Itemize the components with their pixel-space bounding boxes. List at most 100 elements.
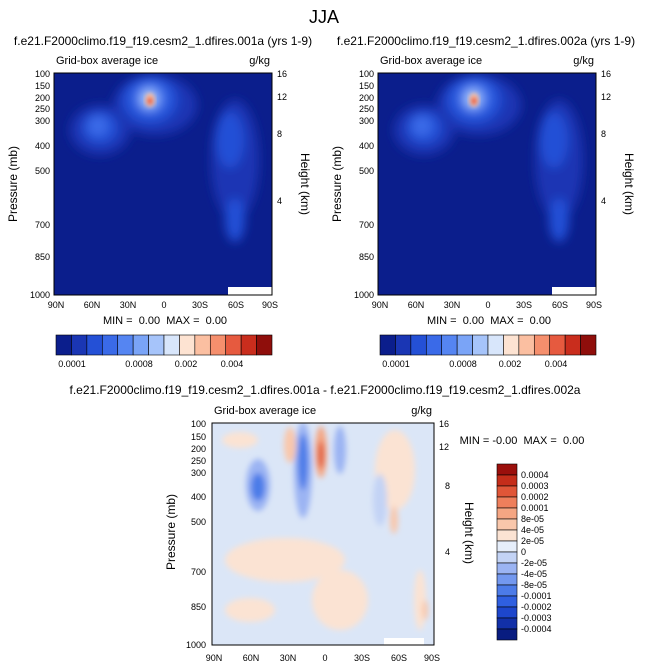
xtick-label: 0	[322, 653, 327, 663]
ytick-label: 700	[35, 220, 50, 230]
colorbar-tick-label: 0.004	[545, 359, 568, 369]
colorbar-swatch	[496, 518, 518, 531]
colorbar-swatch	[117, 334, 134, 356]
ytick-right-label: 12	[277, 92, 287, 102]
colorbar-swatches	[55, 334, 273, 356]
colorbar-swatch	[441, 334, 458, 356]
ytick-right-label: 12	[601, 92, 611, 102]
y-axis-right: 16 12 8 4 Height (km)	[277, 69, 312, 215]
ytick-label: 150	[35, 81, 50, 91]
ytick-label: 850	[359, 252, 374, 262]
panel-subtitle-left: Grid-box average ice	[380, 55, 482, 67]
ytick-right-label: 16	[277, 69, 287, 79]
colorbar-swatches	[496, 463, 518, 641]
xtick-label: 30S	[192, 300, 208, 310]
colorbar-swatch	[496, 573, 518, 586]
ytick-label: 1000	[30, 290, 50, 300]
y-axis-label: Pressure (mb)	[164, 494, 178, 570]
xtick-label: 60S	[391, 653, 407, 663]
y-axis-right: 16 12 8 4 Height (km)	[439, 419, 476, 564]
colorbar-swatch	[55, 334, 72, 356]
ytick-label: 300	[35, 116, 50, 126]
colorbar-tick-label: 0.002	[499, 359, 522, 369]
panel-title: f.e21.F2000climo.f19_f19.cesm2_1.dfires.…	[337, 34, 635, 48]
colorbar-swatch	[549, 334, 566, 356]
xtick-label: 90S	[424, 653, 440, 663]
colorbar-tick-label: -0.0003	[521, 613, 552, 623]
xtick-label: 30N	[280, 653, 297, 663]
colorbar-swatch	[240, 334, 257, 356]
colorbar-tick-label: 0.0002	[521, 492, 549, 502]
colorbar-swatch	[496, 474, 518, 487]
y-axis-right: 16 12 8 4 Height (km)	[601, 69, 636, 215]
colorbar-swatch	[71, 334, 88, 356]
ytick-right-label: 4	[277, 196, 282, 206]
y-axis-left: 100 150 200 250 300 400 500 700 850 1000…	[6, 69, 50, 300]
colorbar-swatch	[496, 507, 518, 520]
stats-readout: MIN = 0.00 MAX = 0.00	[103, 315, 227, 327]
colorbar-swatch	[425, 334, 443, 356]
panel-subtitle-left: Grid-box average ice	[214, 405, 316, 417]
ytick-label: 400	[191, 492, 206, 502]
colorbar: 0.00040.00030.00020.00018e-054e-052e-050…	[496, 463, 552, 641]
ytick-label: 1000	[354, 290, 374, 300]
colorbar-labels: 0.00040.00030.00020.00018e-054e-052e-050…	[521, 470, 552, 634]
colorbar-tick-label: 8e-05	[521, 514, 544, 524]
figure-title: JJA	[309, 7, 339, 27]
ytick-right-label: 4	[601, 196, 606, 206]
panel-top-right: f.e21.F2000climo.f19_f19.cesm2_1.dfires.…	[330, 34, 636, 369]
panel-subtitle-left: Grid-box average ice	[56, 55, 158, 67]
colorbar: 0.0001 0.0008 0.002 0.004	[55, 334, 273, 369]
ytick-label: 500	[191, 517, 206, 527]
colorbar-swatch	[496, 562, 518, 575]
colorbar-tick-label: 0.0001	[521, 503, 549, 513]
colorbar-swatch	[496, 606, 518, 619]
ytick-label: 400	[35, 141, 50, 151]
colorbar-tick-label: 2e-05	[521, 536, 544, 546]
xtick-label: 90S	[262, 300, 278, 310]
stats-readout: MIN = -0.00 MAX = 0.00	[460, 435, 585, 447]
ytick-label: 250	[191, 456, 206, 466]
y-axis-right-label: Height (km)	[298, 153, 312, 215]
colorbar-swatch	[496, 463, 518, 476]
colorbar-tick-label: -0.0002	[521, 602, 552, 612]
contour-field	[378, 73, 596, 295]
xtick-label: 30S	[516, 300, 532, 310]
y-axis-right-label: Height (km)	[622, 153, 636, 215]
y-axis-left: 100 150 200 250 300 400 500 700 850 1000…	[330, 69, 374, 300]
ytick-label: 150	[191, 432, 206, 442]
colorbar-swatch	[379, 334, 396, 356]
colorbar-swatch	[132, 334, 149, 356]
colorbar-swatch	[518, 334, 535, 356]
colorbar-tick-label: 0.0001	[58, 359, 86, 369]
y-axis-right-label: Height (km)	[462, 502, 476, 564]
colorbar-swatches	[379, 334, 597, 356]
ytick-right-label: 8	[445, 481, 450, 491]
xtick-label: 0	[485, 300, 490, 310]
colorbar-swatch	[194, 334, 211, 356]
colorbar-tick-label: 0	[521, 547, 526, 557]
colorbar-swatch	[496, 617, 518, 630]
xtick-label: 90S	[586, 300, 602, 310]
x-axis: 90N 60N 30N 0 30S 60S 90S	[48, 300, 278, 310]
ytick-right-label: 4	[445, 547, 450, 557]
colorbar-swatch	[496, 496, 518, 509]
colorbar-tick-label: 0.0004	[521, 470, 549, 480]
contour-field	[54, 73, 272, 295]
colorbar-swatch	[410, 334, 427, 356]
y-axis-label: Pressure (mb)	[6, 146, 20, 222]
colorbar-tick-label: 0.0001	[382, 359, 410, 369]
ytick-label: 1000	[186, 640, 206, 650]
colorbar-swatch	[163, 334, 180, 356]
colorbar-swatch	[179, 334, 196, 356]
panel-subtitle-right: g/kg	[249, 55, 270, 67]
xtick-label: 0	[161, 300, 166, 310]
y-axis-left: 100 150 200 250 300 400 500 700 850 1000…	[164, 419, 206, 650]
colorbar-tick-label: -4e-05	[521, 569, 547, 579]
ytick-label: 850	[35, 252, 50, 262]
colorbar-swatch	[580, 334, 597, 356]
xtick-label: 30S	[354, 653, 370, 663]
panel-subtitle-right: g/kg	[411, 405, 432, 417]
xtick-label: 60N	[84, 300, 101, 310]
